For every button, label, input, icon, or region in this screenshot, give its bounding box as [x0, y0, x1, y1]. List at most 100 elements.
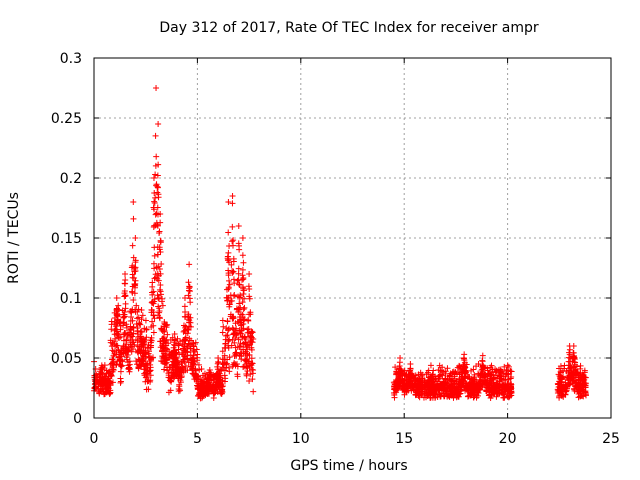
data-point [171, 331, 178, 337]
data-point [241, 333, 248, 340]
data-point [156, 246, 163, 253]
data-point [577, 381, 584, 388]
data-point [491, 382, 498, 389]
data-point [127, 323, 134, 330]
data-point [182, 348, 189, 355]
data-point [109, 379, 116, 386]
data-point [150, 260, 157, 267]
data-point [156, 286, 163, 293]
data-point [571, 355, 578, 362]
data-point [235, 223, 242, 229]
data-point [507, 368, 514, 375]
data-point [234, 343, 241, 350]
data-point [155, 121, 162, 127]
data-point [128, 348, 135, 355]
data-point [152, 222, 159, 229]
data-point [424, 369, 431, 376]
data-point [102, 373, 109, 380]
data-point [557, 368, 564, 375]
data-point [142, 347, 149, 354]
data-point [443, 390, 450, 397]
data-point [450, 368, 457, 375]
data-point [181, 327, 188, 334]
data-point [123, 353, 130, 360]
data-point [192, 339, 199, 346]
data-point [166, 377, 173, 384]
data-point [578, 385, 585, 392]
data-point [434, 382, 441, 389]
data-point [118, 362, 125, 369]
data-point [160, 353, 167, 360]
data-point [235, 242, 242, 249]
data-point [500, 382, 507, 389]
data-point [94, 378, 101, 385]
data-point [97, 388, 104, 395]
data-point [166, 352, 173, 359]
data-point [461, 351, 468, 358]
data-point [223, 364, 230, 371]
data-point [416, 391, 423, 398]
data-point [218, 387, 225, 394]
data-point [114, 310, 121, 317]
x-axis-title: GPS time / hours [290, 458, 407, 474]
data-point [226, 368, 233, 375]
data-point [194, 351, 201, 358]
data-point [229, 325, 236, 332]
data-point [390, 379, 397, 386]
data-point [250, 366, 257, 373]
data-point [225, 337, 232, 344]
y-tick-label: 0.25 [51, 111, 82, 127]
data-point [101, 385, 108, 392]
data-point [179, 365, 186, 372]
data-point [241, 295, 248, 302]
data-point [247, 371, 254, 378]
data-point [232, 335, 239, 342]
data-point [458, 384, 465, 391]
data-point [142, 317, 149, 324]
data-point [183, 352, 190, 359]
data-point [570, 371, 577, 378]
data-point [98, 364, 105, 371]
data-point [125, 344, 132, 351]
data-point [102, 389, 109, 396]
data-point [167, 378, 174, 385]
data-point [155, 194, 162, 201]
data-point [133, 302, 140, 309]
data-point [138, 328, 145, 335]
data-point [468, 367, 475, 374]
data-point [215, 359, 222, 366]
data-point [164, 331, 171, 338]
data-point [245, 317, 252, 324]
data-point [490, 375, 497, 382]
data-point [190, 347, 197, 354]
data-point [396, 359, 403, 366]
data-point [153, 153, 160, 160]
data-point [473, 363, 480, 370]
data-point [117, 368, 124, 375]
data-point [128, 332, 135, 339]
data-point [111, 315, 118, 322]
data-point [165, 370, 172, 377]
data-point [426, 374, 433, 381]
data-point [160, 337, 167, 344]
data-point [116, 334, 123, 341]
data-point [157, 249, 164, 256]
data-point [147, 377, 154, 384]
data-point [181, 303, 188, 310]
data-point [209, 386, 216, 393]
data-point [219, 348, 226, 355]
data-point [114, 316, 121, 323]
data-point [200, 387, 207, 394]
data-point [152, 274, 159, 281]
data-point [236, 300, 243, 307]
data-point [189, 365, 196, 372]
data-point [219, 388, 226, 395]
data-point [226, 303, 233, 310]
data-point [222, 340, 229, 347]
y-axis-title: ROTI / TECUs [6, 192, 22, 284]
data-point [240, 320, 247, 327]
data-point [139, 356, 146, 363]
data-point [241, 363, 248, 370]
data-point [229, 242, 236, 249]
